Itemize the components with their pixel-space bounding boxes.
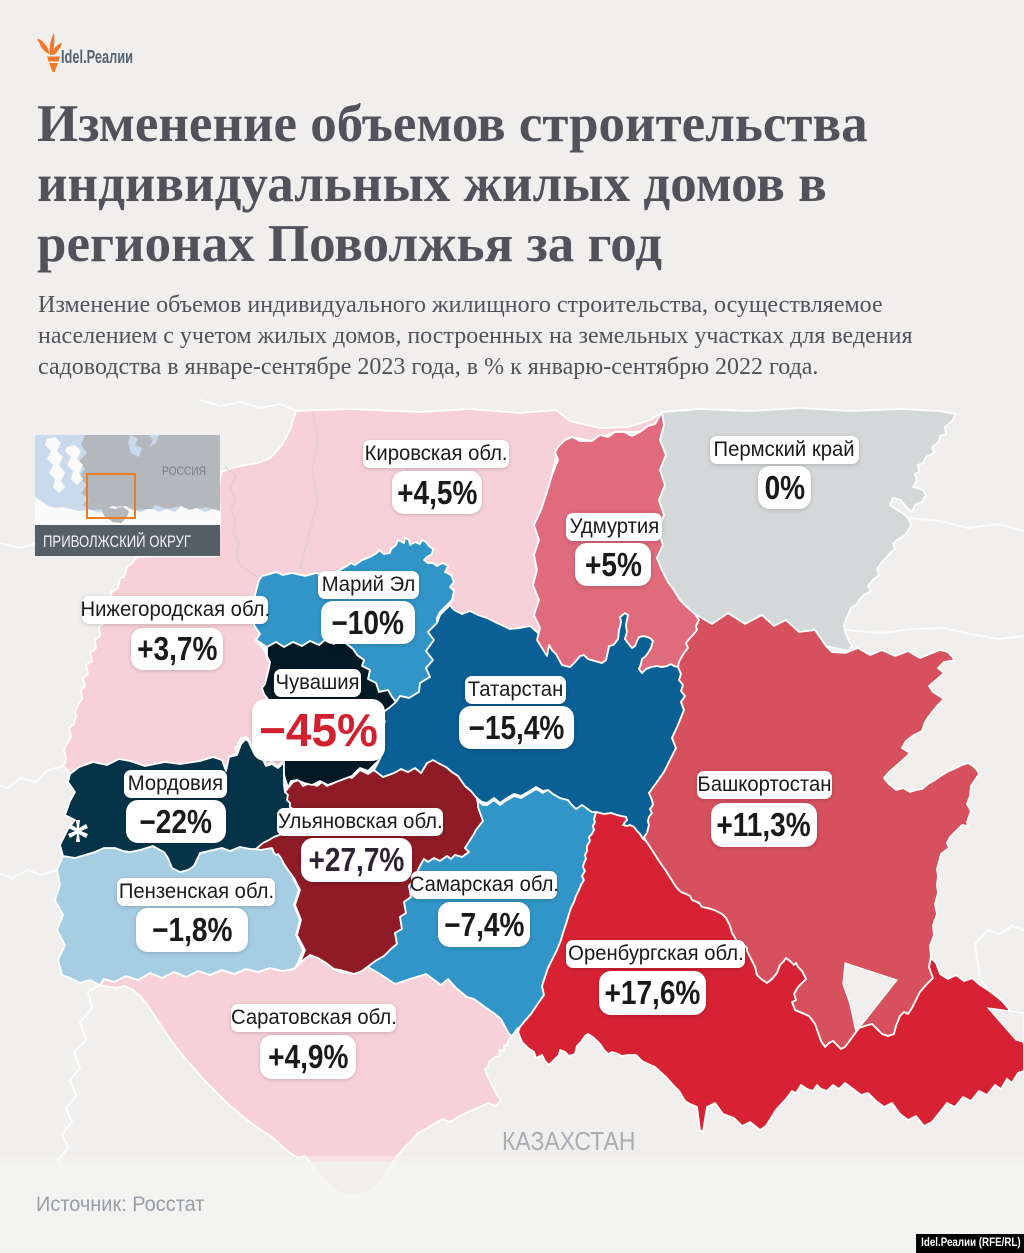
svg-text:РОССИЯ: РОССИЯ [162,466,206,478]
svg-text:ПРИВОЛЖСКИЙ ОКРУГ: ПРИВОЛЖСКИЙ ОКРУГ [43,532,191,551]
svg-text:Idel.Реалии: Idel.Реалии [61,46,133,67]
